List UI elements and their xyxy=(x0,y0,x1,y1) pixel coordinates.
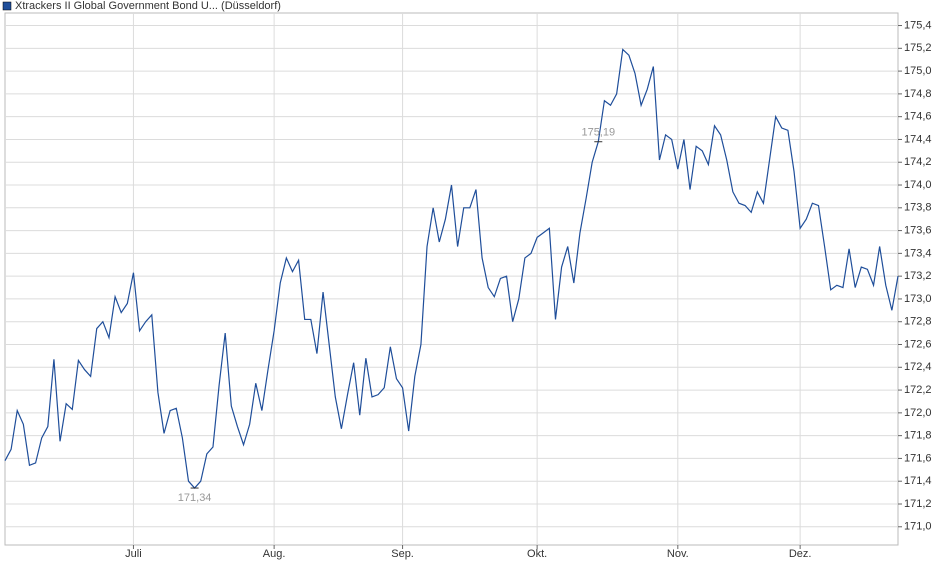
y-tick-label: 173,6 xyxy=(904,224,932,236)
price-line xyxy=(4,48,899,489)
y-tick-label: 172,4 xyxy=(904,361,932,373)
y-tick-label: 172,0 xyxy=(904,407,932,419)
y-tick-label: 171,0 xyxy=(904,521,932,533)
legend-swatch xyxy=(2,1,12,11)
x-tick-label: Juli xyxy=(125,548,142,560)
y-tick-label: 174,6 xyxy=(904,111,932,123)
x-tick-label: Okt. xyxy=(527,548,547,560)
y-tick-label: 172,8 xyxy=(904,316,932,328)
y-tick-label: 172,2 xyxy=(904,384,932,396)
y-tick-label: 172,6 xyxy=(904,338,932,350)
y-tick-label: 173,0 xyxy=(904,293,932,305)
y-tick-label: 174,0 xyxy=(904,179,932,191)
x-tick-label: Dez. xyxy=(789,548,812,560)
x-tick-label: Nov. xyxy=(667,548,689,560)
y-tick-label: 175,4 xyxy=(904,19,932,31)
x-tick-label: Sep. xyxy=(391,548,414,560)
x-tick-label: Aug. xyxy=(263,548,286,560)
y-tick-label: 174,2 xyxy=(904,156,932,168)
value-label: 175,19 xyxy=(581,127,615,139)
value-label: 171,34 xyxy=(178,492,212,504)
y-tick-label: 174,8 xyxy=(904,88,932,100)
y-tick-label: 174,4 xyxy=(904,133,932,145)
y-tick-label: 173,8 xyxy=(904,202,932,214)
y-tick-label: 171,8 xyxy=(904,430,932,442)
y-tick-label: 171,4 xyxy=(904,475,932,487)
y-tick-label: 175,2 xyxy=(904,42,932,54)
y-tick-label: 175,0 xyxy=(904,65,932,77)
y-tick-label: 171,6 xyxy=(904,452,932,464)
y-tick-label: 173,2 xyxy=(904,270,932,282)
y-tick-label: 173,4 xyxy=(904,247,932,259)
plot-frame xyxy=(4,12,899,546)
legend-label: Xtrackers II Global Government Bond U...… xyxy=(15,0,281,12)
y-tick-label: 171,2 xyxy=(904,498,932,510)
